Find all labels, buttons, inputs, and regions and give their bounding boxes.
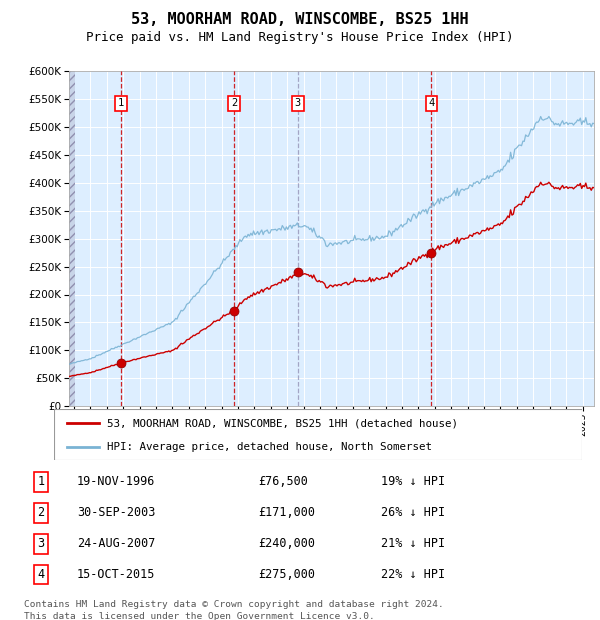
Text: 4: 4 (428, 98, 434, 108)
Bar (69, 71, 75, 406)
Text: 15-OCT-2015: 15-OCT-2015 (77, 568, 155, 581)
Text: 2: 2 (231, 98, 237, 108)
Text: £275,000: £275,000 (259, 568, 316, 581)
Text: 26% ↓ HPI: 26% ↓ HPI (381, 507, 445, 520)
Text: £171,000: £171,000 (259, 507, 316, 520)
Text: Price paid vs. HM Land Registry's House Price Index (HPI): Price paid vs. HM Land Registry's House … (86, 31, 514, 44)
Text: £76,500: £76,500 (259, 476, 308, 489)
Text: 19-NOV-1996: 19-NOV-1996 (77, 476, 155, 489)
Text: 3: 3 (37, 538, 44, 550)
Text: £240,000: £240,000 (259, 538, 316, 550)
Text: 53, MOORHAM ROAD, WINSCOMBE, BS25 1HH (detached house): 53, MOORHAM ROAD, WINSCOMBE, BS25 1HH (d… (107, 418, 458, 428)
Text: 22% ↓ HPI: 22% ↓ HPI (381, 568, 445, 581)
Text: 1: 1 (118, 98, 124, 108)
Text: This data is licensed under the Open Government Licence v3.0.: This data is licensed under the Open Gov… (24, 612, 375, 620)
Text: 53, MOORHAM ROAD, WINSCOMBE, BS25 1HH: 53, MOORHAM ROAD, WINSCOMBE, BS25 1HH (131, 12, 469, 27)
Text: 3: 3 (295, 98, 301, 108)
Text: 30-SEP-2003: 30-SEP-2003 (77, 507, 155, 520)
Text: 4: 4 (37, 568, 44, 581)
Text: 1: 1 (37, 476, 44, 489)
Text: 21% ↓ HPI: 21% ↓ HPI (381, 538, 445, 550)
Text: Contains HM Land Registry data © Crown copyright and database right 2024.: Contains HM Land Registry data © Crown c… (24, 600, 444, 609)
Text: 24-AUG-2007: 24-AUG-2007 (77, 538, 155, 550)
Text: HPI: Average price, detached house, North Somerset: HPI: Average price, detached house, Nort… (107, 442, 432, 453)
Text: 2: 2 (37, 507, 44, 520)
Text: 19% ↓ HPI: 19% ↓ HPI (381, 476, 445, 489)
